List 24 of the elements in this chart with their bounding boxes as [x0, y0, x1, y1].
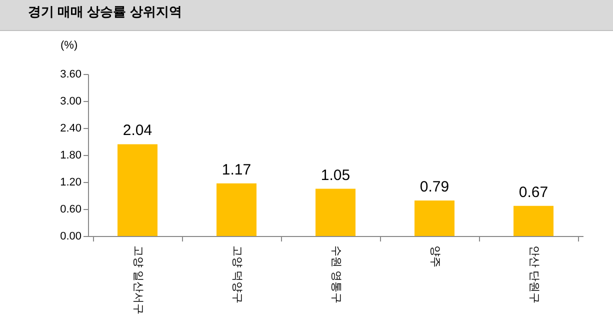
bar [514, 206, 554, 236]
bar [316, 188, 356, 236]
y-tick-label: 3.00 [60, 96, 82, 108]
y-tick-label: 2.40 [60, 122, 82, 134]
chart-title: 경기 매매 상승률 상위지역 [28, 4, 182, 19]
data-label: 0.79 [420, 178, 450, 196]
bar [118, 144, 158, 236]
x-tick-label: 수원 영통구 [330, 246, 342, 304]
y-tick-label: 3.60 [60, 68, 82, 80]
y-tick-label: 0.00 [60, 230, 82, 242]
data-label: 1.17 [222, 161, 252, 178]
y-tick-label: 1.20 [60, 176, 82, 188]
x-tick-label: 양주 [429, 246, 441, 268]
bar [216, 183, 256, 236]
y-axis-title: (%) [60, 40, 78, 52]
x-tick-label: 고양 덕양구 [231, 246, 243, 304]
data-label: 0.67 [518, 184, 548, 201]
x-tick-label: 안산 단원구 [528, 246, 540, 304]
y-tick-label: 1.80 [60, 150, 82, 162]
data-label: 1.05 [320, 166, 350, 184]
x-tick-label: 고양 일산서구 [132, 246, 144, 315]
data-label: 2.04 [122, 122, 152, 140]
y-tick-label: 0.60 [60, 204, 82, 216]
bar [414, 200, 454, 236]
